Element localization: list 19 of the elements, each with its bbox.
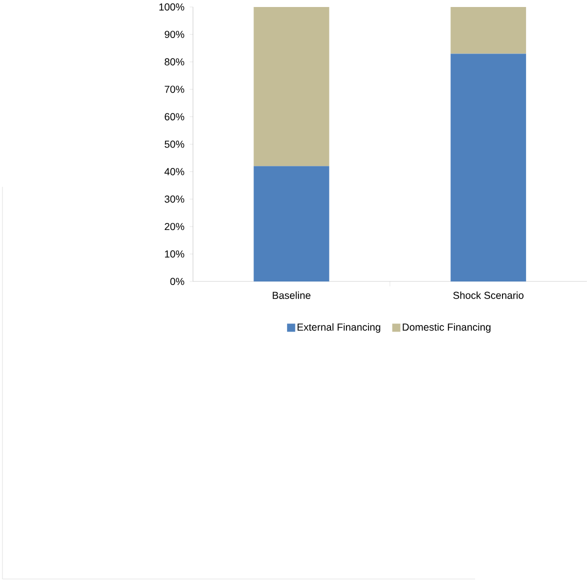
bar — [254, 7, 330, 166]
bar — [450, 7, 526, 54]
y-tick-label: 50% — [164, 140, 184, 148]
bar — [450, 54, 526, 282]
y-tick-label: 20% — [164, 223, 184, 230]
legend-label: Domestic Financing — [402, 323, 490, 333]
y-tick-label: 60% — [164, 113, 184, 121]
y-tick-label: 90% — [164, 31, 184, 38]
x-tick-label: Baseline — [272, 292, 310, 300]
x-tick-label: Shock Scenario — [453, 292, 524, 300]
legend-label: External Financing — [298, 323, 380, 333]
y-tick-label: 0% — [170, 278, 184, 286]
y-tick-label: 10% — [165, 250, 184, 258]
bar — [254, 166, 330, 282]
y-tick-label: 40% — [164, 168, 184, 176]
y-tick-label: 70% — [164, 86, 184, 94]
y-tick-label: 80% — [164, 58, 184, 66]
y-tick-label: 30% — [164, 196, 184, 203]
y-tick-label: 100% — [159, 4, 184, 11]
